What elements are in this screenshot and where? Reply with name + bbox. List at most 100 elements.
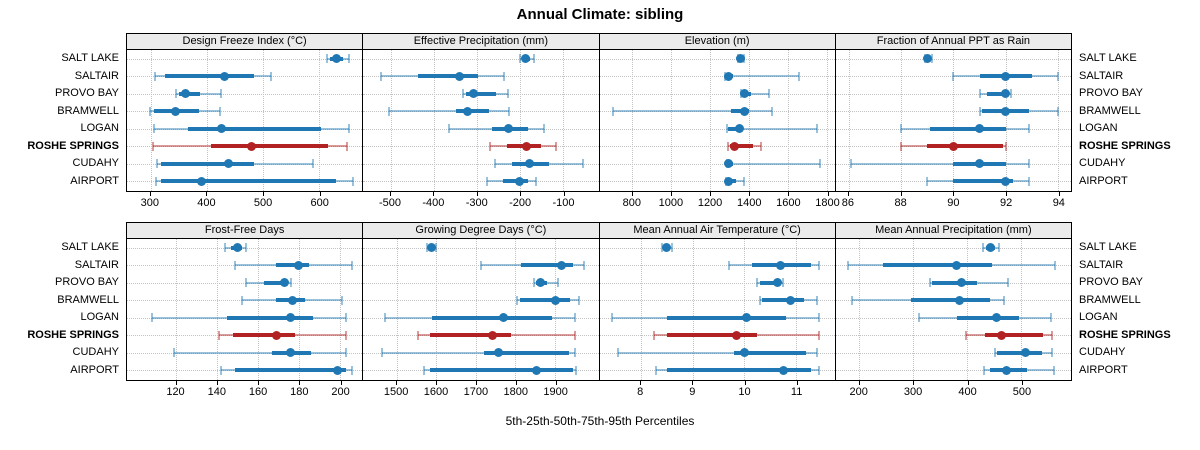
gridline-vertical	[206, 50, 208, 191]
whisker-cap	[493, 159, 496, 169]
box-25-75	[759, 280, 781, 285]
gridline-vertical	[848, 50, 850, 191]
axis-tick-label: 8	[637, 386, 644, 398]
median-dot	[1020, 348, 1030, 358]
whisker-cap	[344, 348, 347, 358]
gridline-horizontal	[363, 247, 599, 249]
station-labels-right: SALT LAKE SALTAIR PROVO BAY BRAMWELL LOGAN RO…	[1072, 222, 1200, 379]
median-dot	[557, 260, 567, 270]
whisker-cap	[1056, 71, 1059, 81]
whisker-cap	[503, 71, 506, 81]
median-dot	[1001, 89, 1011, 99]
gridline-vertical	[476, 50, 478, 191]
gridline-horizontal	[835, 352, 1071, 354]
whisker-cap	[850, 159, 853, 169]
median-dot	[778, 365, 788, 375]
axis-tick-label: 200	[331, 386, 350, 398]
whisker-cap	[670, 243, 673, 253]
panel-mean-annual-precipitation-mm: Mean Annual Precipitation (mm) 200 300 400 5…	[834, 222, 1072, 403]
whisker-cap	[152, 124, 155, 134]
whisker-cap	[173, 348, 176, 358]
whisker-cap	[218, 330, 221, 340]
x-axis: 300 400 500 600	[126, 192, 363, 214]
whisker-cap	[346, 141, 349, 151]
axis-tick-label: 1400	[736, 197, 762, 209]
chart-title: Annual Climate: sibling	[516, 6, 684, 23]
panel-header: Frost-Free Days	[126, 222, 364, 239]
median-dot	[723, 71, 733, 81]
axis-tick-label: -200	[509, 197, 532, 209]
box-25-75	[235, 368, 346, 373]
whisker-5-95	[740, 92, 770, 95]
box-25-75	[276, 263, 310, 268]
whisker-cap	[981, 243, 984, 253]
box-25-75	[456, 109, 490, 114]
axis-tick	[796, 381, 798, 385]
whisker-cap	[152, 141, 155, 151]
box-25-75	[429, 333, 511, 338]
row-label-saltair: SALTAIR	[1079, 258, 1124, 271]
median-dot	[948, 141, 958, 151]
median-dot	[280, 278, 289, 288]
whisker-cap	[532, 54, 535, 64]
median-dot	[786, 295, 796, 305]
axis-tick	[319, 192, 321, 196]
axis-tick	[299, 381, 301, 385]
whisker-cap	[815, 348, 818, 358]
whisker-cap	[998, 243, 1001, 253]
box-25-75	[666, 315, 786, 320]
whisker-cap	[726, 124, 729, 134]
gridline-horizontal	[599, 146, 835, 148]
whisker-cap	[797, 71, 800, 81]
whisker-cap	[351, 260, 354, 270]
whisker-cap	[917, 313, 920, 323]
whisker-cap	[1052, 365, 1055, 375]
row-label-roshe-springs: ROSHE SPRINGS	[27, 328, 119, 341]
median-dot	[498, 313, 508, 323]
gridline-vertical	[555, 239, 556, 380]
row-label-provo-bay: PROVO BAY	[55, 276, 119, 288]
whisker-cap	[573, 330, 576, 340]
whisker-5-95	[724, 75, 799, 78]
gridline-vertical	[640, 239, 642, 380]
whisker-5-95	[613, 110, 772, 113]
whisker-cap	[219, 89, 222, 99]
median-dot	[735, 54, 745, 64]
gridline-vertical	[710, 50, 712, 191]
median-dot	[525, 159, 535, 169]
station-labels-right: SALT LAKE SALTAIR PROVO BAY BRAMWELL LOGAN RO…	[1072, 33, 1200, 190]
median-dot	[952, 260, 962, 270]
axis-tick-label: 1800	[815, 197, 840, 209]
gridline-horizontal	[363, 146, 599, 148]
whisker-cap	[244, 278, 247, 288]
median-dot	[739, 89, 749, 99]
gridline-horizontal	[363, 352, 599, 354]
axis-tick	[788, 192, 790, 196]
median-dot	[427, 243, 437, 253]
plot-area	[598, 239, 836, 381]
gridline-horizontal	[599, 93, 835, 95]
box-25-75	[882, 263, 992, 268]
axis-tick-label: 94	[1052, 197, 1065, 209]
whisker-cap	[819, 159, 822, 169]
axis-tick-label: 10	[738, 386, 751, 398]
row-label-bramwell: BRAMWELL	[57, 104, 119, 117]
whisker-cap	[244, 243, 247, 253]
median-dot	[975, 159, 984, 169]
gridline-horizontal	[599, 111, 835, 113]
gridline-vertical	[787, 50, 789, 191]
whisker-cap	[381, 348, 384, 358]
panel-header: Fraction of Annual PPT as Rain	[834, 33, 1072, 50]
gridline-horizontal	[127, 265, 363, 267]
x-axis: 86 88 90 92 94	[835, 192, 1072, 214]
median-dot	[956, 278, 966, 288]
median-dot	[521, 54, 531, 64]
median-dot	[515, 176, 525, 186]
whisker-cap	[577, 295, 580, 305]
axis-tick	[263, 192, 265, 196]
whisker-5-95	[382, 351, 575, 354]
box-25-75	[429, 368, 573, 373]
gridline-vertical	[671, 50, 673, 191]
whisker-cap	[1050, 313, 1053, 323]
axis-tick	[967, 381, 969, 385]
